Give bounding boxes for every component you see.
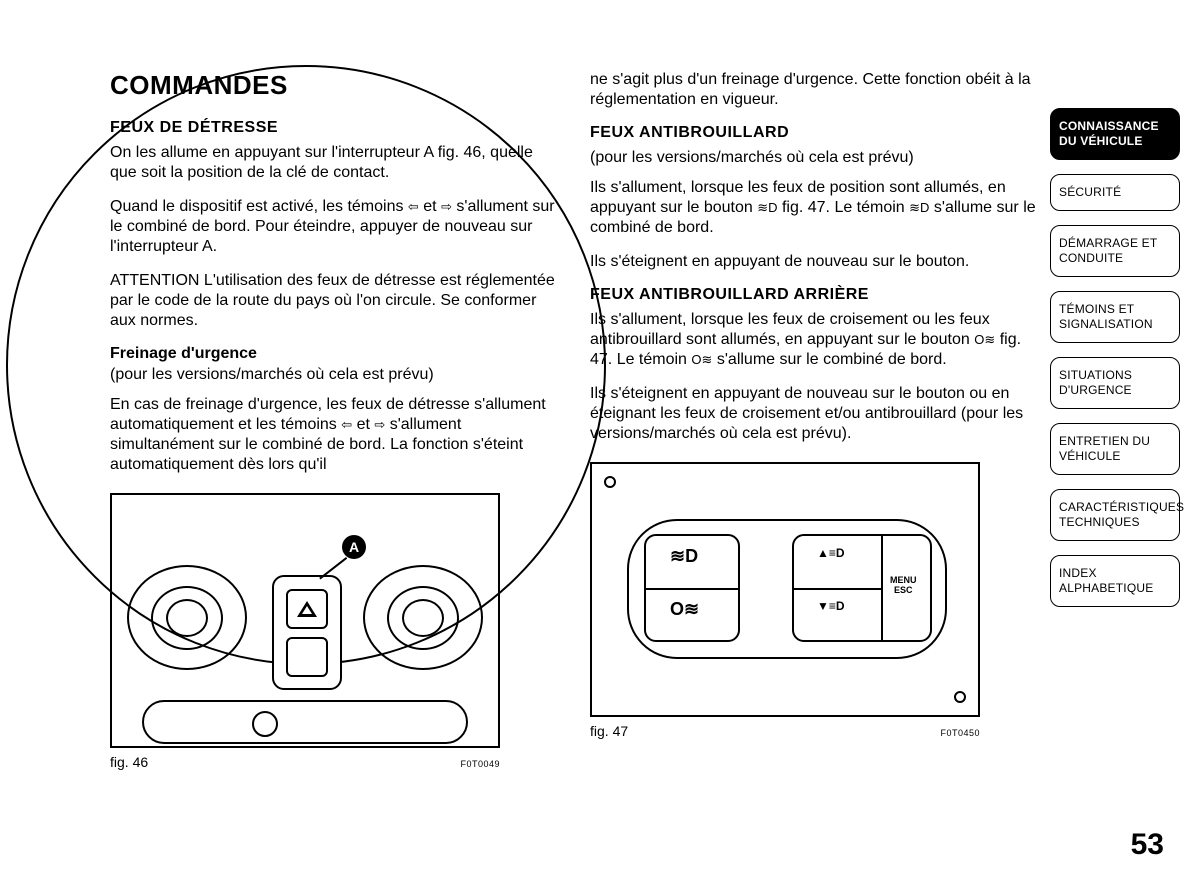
figure-47: ≋D O≋ ▲≡D ▼≡D MENU ESC bbox=[590, 462, 980, 717]
fog-front-icon: ≋D bbox=[909, 201, 929, 214]
figure-46: A bbox=[110, 493, 500, 748]
sidebar-tab-7[interactable]: INDEX ALPHABETIQUE bbox=[1050, 555, 1180, 607]
callout-label-a: A bbox=[342, 535, 366, 559]
figure-code: F0T0049 bbox=[460, 759, 500, 769]
lower-strip bbox=[142, 700, 468, 744]
air-vent-right bbox=[363, 565, 483, 670]
sidebar-tab-4[interactable]: SITUATIONS D'URGENCE bbox=[1050, 357, 1180, 409]
sidebar-tab-2[interactable]: DÉMARRAGE ET CONDUITE bbox=[1050, 225, 1180, 277]
right-column: ne s'agit plus d'un freinage d'urgence. … bbox=[590, 70, 1038, 856]
fog-rear-icon: O≋ bbox=[691, 353, 712, 366]
figure-47-block: ≋D O≋ ▲≡D ▼≡D MENU ESC fig. 47 F0T0450 bbox=[590, 462, 980, 739]
figure-caption: fig. 46 F0T0049 bbox=[110, 754, 500, 770]
sidebar-tab-1[interactable]: SÉCURITÉ bbox=[1050, 174, 1180, 211]
content-area: COMMANDES FEUX DE DÉTRESSE On les allume… bbox=[110, 70, 1038, 856]
figure-46-block: A fig. 46 F0T0049 bbox=[110, 493, 500, 770]
text: Ils s'allument, lorsque les feux de croi… bbox=[590, 311, 990, 348]
para: Ils s'éteignent en appuyant de nouveau s… bbox=[590, 252, 1038, 272]
fog-front-icon: ≋D bbox=[670, 546, 698, 567]
air-vent-left bbox=[127, 565, 247, 670]
hazard-triangle-icon bbox=[297, 601, 317, 617]
sidebar-tab-5[interactable]: ENTRETIEN DU VÉHICULE bbox=[1050, 423, 1180, 475]
figure-label: fig. 46 bbox=[110, 754, 148, 770]
knob-icon bbox=[252, 711, 278, 737]
text: fig. 47. Le témoin bbox=[778, 199, 910, 216]
fog-rear-icon: O≋ bbox=[974, 333, 995, 346]
beam-down-icon: ▼≡D bbox=[817, 599, 845, 613]
sidebar-tab-6[interactable]: CARACTÉRISTIQUES TECHNIQUES bbox=[1050, 489, 1180, 541]
screw-icon bbox=[604, 476, 616, 488]
hazard-button-icon bbox=[286, 589, 328, 629]
screw-icon bbox=[954, 691, 966, 703]
sidebar-tabs: CONNAISSANCE DU VÉHICULE SÉCURITÉ DÉMARRAG… bbox=[1050, 70, 1180, 856]
text: s'allume sur le combiné de bord. bbox=[712, 351, 946, 368]
heading-antibrouillard-arriere: FEUX ANTIBROUILLARD ARRIÈRE bbox=[590, 286, 1038, 304]
menu-esc-label: MENU ESC bbox=[890, 576, 917, 596]
para: Ils s'éteignent en appuyant de nouveau s… bbox=[590, 384, 1038, 444]
beam-up-icon: ▲≡D bbox=[817, 546, 845, 560]
sidebar-tab-0[interactable]: CONNAISSANCE DU VÉHICULE bbox=[1050, 108, 1180, 160]
para: Ils s'allument, lorsque les feux de croi… bbox=[590, 310, 1038, 370]
sidebar-tab-3[interactable]: TÉMOINS ET SIGNALISATION bbox=[1050, 291, 1180, 343]
fog-rear-icon: O≋ bbox=[670, 599, 699, 620]
figure-code: F0T0450 bbox=[940, 728, 980, 738]
page: COMMANDES FEUX DE DÉTRESSE On les allume… bbox=[0, 0, 1200, 886]
fog-front-icon: ≋D bbox=[757, 201, 777, 214]
para: Ils s'allument, lorsque les feux de posi… bbox=[590, 178, 1038, 238]
defrost-button-icon bbox=[286, 637, 328, 677]
figure-label: fig. 47 bbox=[590, 723, 628, 739]
left-column: COMMANDES FEUX DE DÉTRESSE On les allume… bbox=[110, 70, 558, 856]
para: ne s'agit plus d'un freinage d'urgence. … bbox=[590, 70, 1038, 110]
para-note: (pour les versions/marchés où cela est p… bbox=[590, 148, 1038, 168]
figure-caption: fig. 47 F0T0450 bbox=[590, 723, 980, 739]
page-number: 53 bbox=[1131, 828, 1164, 862]
heading-antibrouillard: FEUX ANTIBROUILLARD bbox=[590, 124, 1038, 142]
